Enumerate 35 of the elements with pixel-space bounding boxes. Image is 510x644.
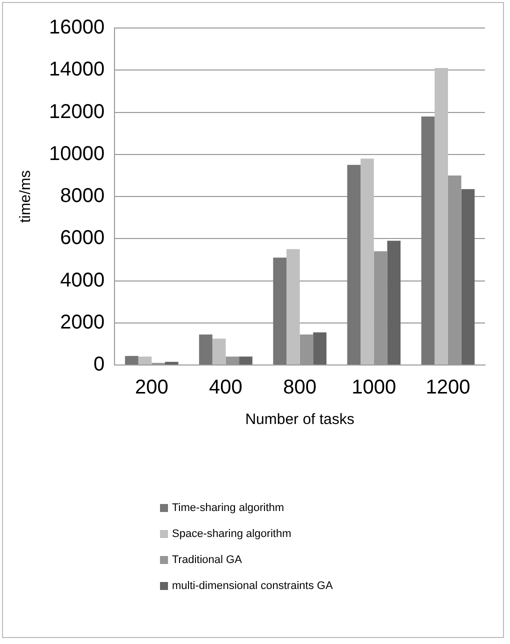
y-tick-label: 8000 — [60, 185, 105, 208]
y-tick-label: 4000 — [60, 269, 105, 292]
bar — [212, 338, 226, 364]
x-axis-title: Number of tasks — [245, 411, 354, 428]
legend-label: Traditional GA — [172, 554, 242, 566]
bar — [239, 356, 252, 364]
x-tick-label: 1000 — [352, 376, 396, 399]
y-tick-label: 0 — [93, 354, 105, 376]
y-tick-label: 2000 — [60, 311, 105, 334]
bar — [387, 240, 401, 364]
bar — [360, 158, 374, 364]
legend-label: Time-sharing algorithm — [172, 502, 284, 514]
bar — [286, 249, 300, 364]
bar — [124, 356, 138, 364]
bar — [461, 189, 475, 364]
bar — [434, 68, 448, 364]
y-tick-label: 16000 — [48, 16, 105, 39]
x-tick-label: 400 — [209, 376, 242, 399]
x-tick-label: 1200 — [426, 376, 470, 399]
y-tick-label: 12000 — [48, 100, 105, 123]
legend-label: Space-sharing algorithm — [172, 528, 292, 540]
bar — [273, 258, 286, 364]
y-tick-label: 10000 — [48, 142, 105, 165]
legend-label: multi-dimensional constraints GA — [172, 580, 333, 592]
y-tick-label: 14000 — [48, 58, 105, 81]
y-tick-label: 6000 — [60, 227, 105, 250]
bar — [199, 334, 212, 364]
x-tick-label: 200 — [134, 376, 168, 399]
bar — [421, 116, 435, 364]
bar — [138, 356, 152, 364]
bar — [164, 362, 178, 364]
y-axis-title: time/ms — [17, 170, 34, 223]
bar — [347, 164, 361, 364]
x-tick-label: 800 — [283, 376, 316, 399]
bar — [313, 332, 326, 364]
